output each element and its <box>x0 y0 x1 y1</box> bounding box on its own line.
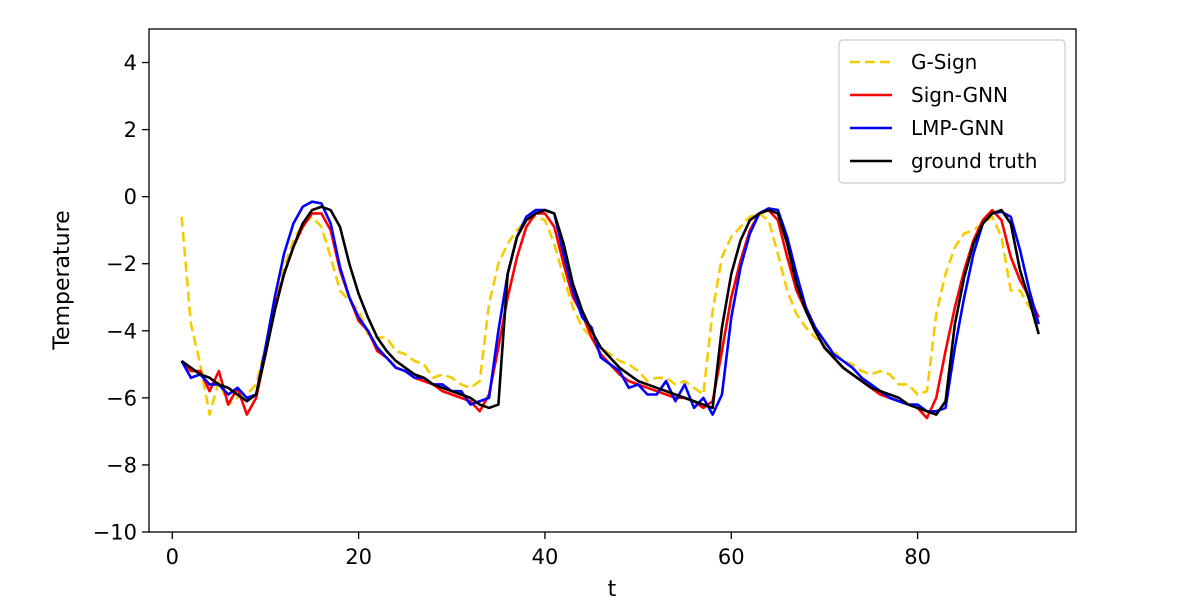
y-tick-label: −10 <box>93 521 137 545</box>
y-tick-label: −4 <box>106 319 137 343</box>
x-axis-ticks: 0 20 40 60 80 <box>166 532 931 569</box>
series-line-g-sign <box>180 212 1040 416</box>
legend-box <box>838 39 1066 184</box>
series-line-ground-truth <box>180 205 1040 416</box>
x-tick-label: 40 <box>532 545 559 569</box>
y-axis-label: Temperature <box>50 210 75 350</box>
axes-frame <box>148 28 1077 533</box>
legend-label-lmp-gnn: LMP-GNN <box>911 116 1004 140</box>
y-tick-label: −2 <box>106 252 137 276</box>
y-tick-label: 4 <box>124 51 137 75</box>
x-tick-label: 20 <box>345 545 372 569</box>
legend-label-sign-gnn: Sign-GNN <box>911 83 1008 107</box>
series-line-sign-gnn <box>180 208 1040 420</box>
plot-lines <box>180 200 1040 420</box>
x-tick-label: 80 <box>904 545 931 569</box>
legend-label-ground-truth: ground truth <box>911 149 1037 173</box>
y-tick-label: −8 <box>106 453 137 477</box>
x-tick-label: 0 <box>166 545 179 569</box>
series-line-lmp-gnn <box>180 200 1040 416</box>
y-tick-label: 0 <box>124 185 137 209</box>
legend-label-g-sign: G-Sign <box>911 50 977 74</box>
y-axis-ticks: 4 2 0 −2 −4 −6 −8 −10 <box>93 51 149 545</box>
y-tick-label: −6 <box>106 386 137 410</box>
x-tick-label: 60 <box>718 545 745 569</box>
y-tick-label: 2 <box>124 118 137 142</box>
x-axis-label: t <box>608 577 617 598</box>
chart-legend: G-Sign Sign-GNN LMP-GNN ground truth <box>838 39 1066 184</box>
